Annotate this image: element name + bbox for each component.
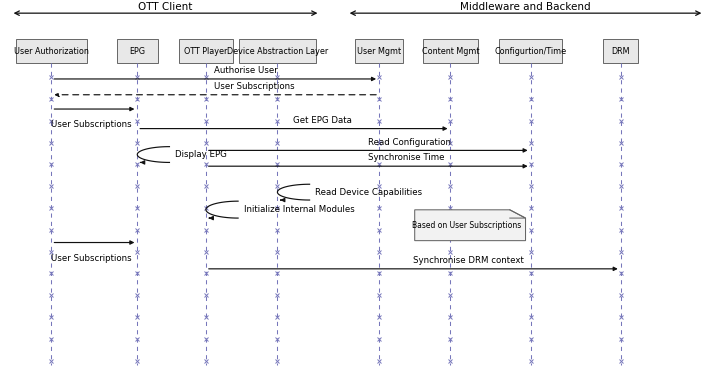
FancyBboxPatch shape <box>603 39 638 63</box>
Text: Initialize Internal Modules: Initialize Internal Modules <box>244 205 355 214</box>
Text: OTT Player: OTT Player <box>184 47 227 56</box>
Text: Get EPG Data: Get EPG Data <box>293 116 352 125</box>
FancyBboxPatch shape <box>179 39 233 63</box>
Text: DRM: DRM <box>611 47 630 56</box>
FancyBboxPatch shape <box>16 39 87 63</box>
Text: EPG: EPG <box>129 47 145 56</box>
Text: User Mgmt: User Mgmt <box>357 47 401 56</box>
Text: Content Mgmt: Content Mgmt <box>422 47 479 56</box>
Text: User Subscriptions: User Subscriptions <box>214 82 295 91</box>
Text: Display EPG: Display EPG <box>175 150 227 159</box>
Text: Configurtion/Time: Configurtion/Time <box>495 47 566 56</box>
FancyBboxPatch shape <box>355 39 403 63</box>
Text: Synchronise Time: Synchronise Time <box>368 153 445 162</box>
FancyBboxPatch shape <box>239 39 316 63</box>
FancyBboxPatch shape <box>499 39 562 63</box>
Text: Authorise User: Authorise User <box>214 66 278 75</box>
Text: Device Abstraction Layer: Device Abstraction Layer <box>227 47 328 56</box>
Text: Read Device Capabilities: Read Device Capabilities <box>315 188 423 197</box>
Polygon shape <box>415 210 526 241</box>
Text: Read Configuration: Read Configuration <box>368 138 451 147</box>
Text: Middleware and Backend: Middleware and Backend <box>460 2 591 12</box>
Text: Based on User Subscriptions: Based on User Subscriptions <box>412 221 521 230</box>
Text: User Subscriptions: User Subscriptions <box>51 254 132 263</box>
Text: OTT Client: OTT Client <box>138 2 193 12</box>
FancyBboxPatch shape <box>423 39 478 63</box>
Text: User Subscriptions: User Subscriptions <box>51 120 132 129</box>
Text: Synchronise DRM context: Synchronise DRM context <box>413 256 524 265</box>
Text: User Authorization: User Authorization <box>14 47 89 56</box>
FancyBboxPatch shape <box>117 39 158 63</box>
